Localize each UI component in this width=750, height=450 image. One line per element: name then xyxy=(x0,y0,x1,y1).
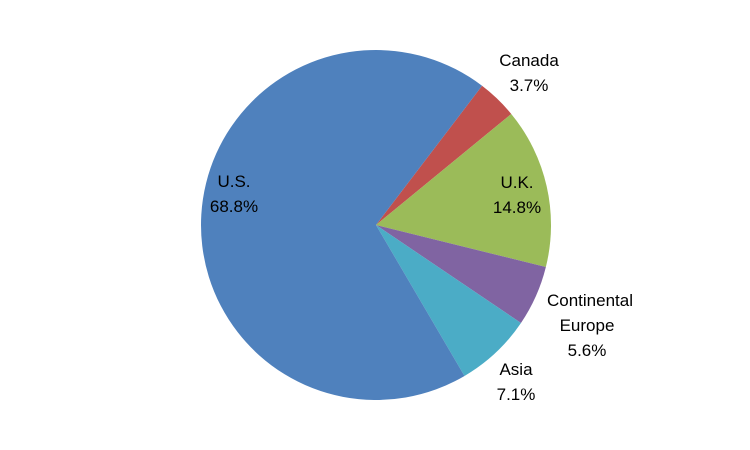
category-label: Continental Europe xyxy=(547,291,634,335)
slice-label: Continental Europe 5.6% xyxy=(532,288,642,363)
category-label: U.S. xyxy=(217,172,251,191)
pie-slice xyxy=(376,113,552,268)
slice-label: Asia 7.1% xyxy=(461,357,571,407)
value-label: 5.6% xyxy=(567,341,607,360)
pie-slice xyxy=(376,225,521,376)
value-label: 3.7% xyxy=(509,76,549,95)
value-label: 68.8% xyxy=(209,197,259,216)
value-label: 7.1% xyxy=(496,385,536,404)
slice-label: Canada 3.7% xyxy=(474,48,584,98)
slice-label: U.K. 14.8% xyxy=(462,170,572,220)
category-label: Canada xyxy=(499,51,559,70)
slice-label: U.S. 68.8% xyxy=(179,169,289,219)
value-label: 14.8% xyxy=(492,198,542,217)
pie-slice xyxy=(376,225,546,324)
category-label: Asia xyxy=(499,360,533,379)
pie-slice xyxy=(201,50,483,401)
category-label: U.K. xyxy=(500,173,534,192)
pie-slice xyxy=(376,85,512,225)
